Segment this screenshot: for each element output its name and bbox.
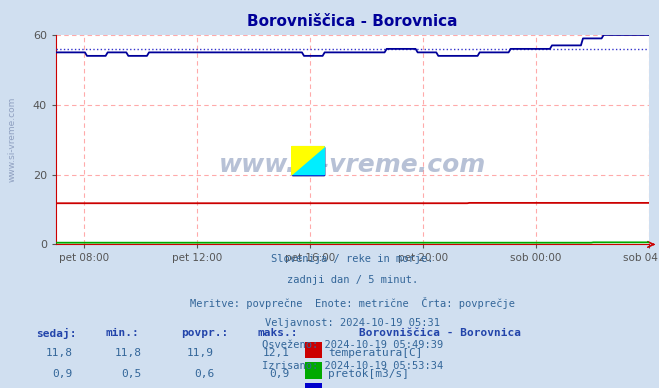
Text: Borovniščica - Borovnica: Borovniščica - Borovnica [359,328,521,338]
Polygon shape [292,147,324,175]
Polygon shape [292,147,324,175]
Text: 12,1: 12,1 [263,348,290,359]
Text: maks.:: maks.: [257,328,297,338]
Text: Borovniščica - Borovnica: Borovniščica - Borovnica [247,14,458,29]
Text: Izrisano: 2024-10-19 05:53:34: Izrisano: 2024-10-19 05:53:34 [262,361,444,371]
Text: min.:: min.: [105,328,139,338]
Text: 11,8: 11,8 [115,348,142,359]
Text: 0,9: 0,9 [52,369,72,379]
Text: www.si-vreme.com: www.si-vreme.com [8,97,17,182]
Text: pretok[m3/s]: pretok[m3/s] [328,369,409,379]
Polygon shape [292,147,324,175]
Text: Meritve: povprečne  Enote: metrične  Črta: povprečje: Meritve: povprečne Enote: metrične Črta:… [190,297,515,309]
Text: povpr.:: povpr.: [181,328,229,338]
Polygon shape [292,147,324,175]
Text: Osveženo: 2024-10-19 05:49:39: Osveženo: 2024-10-19 05:49:39 [262,340,444,350]
Polygon shape [292,147,324,175]
Text: Veljavnost: 2024-10-19 05:31: Veljavnost: 2024-10-19 05:31 [265,318,440,328]
Text: 0,9: 0,9 [270,369,290,379]
Text: www.si-vreme.com: www.si-vreme.com [219,153,486,177]
Text: temperatura[C]: temperatura[C] [328,348,422,359]
Text: Slovenija / reke in morje.: Slovenija / reke in morje. [272,254,434,264]
Polygon shape [292,147,324,175]
Text: 11,8: 11,8 [45,348,72,359]
Text: 0,6: 0,6 [194,369,214,379]
Text: 0,5: 0,5 [121,369,142,379]
Polygon shape [292,147,324,175]
Text: zadnji dan / 5 minut.: zadnji dan / 5 minut. [287,275,418,286]
Text: sedaj:: sedaj: [36,328,76,339]
Text: 11,9: 11,9 [187,348,214,359]
